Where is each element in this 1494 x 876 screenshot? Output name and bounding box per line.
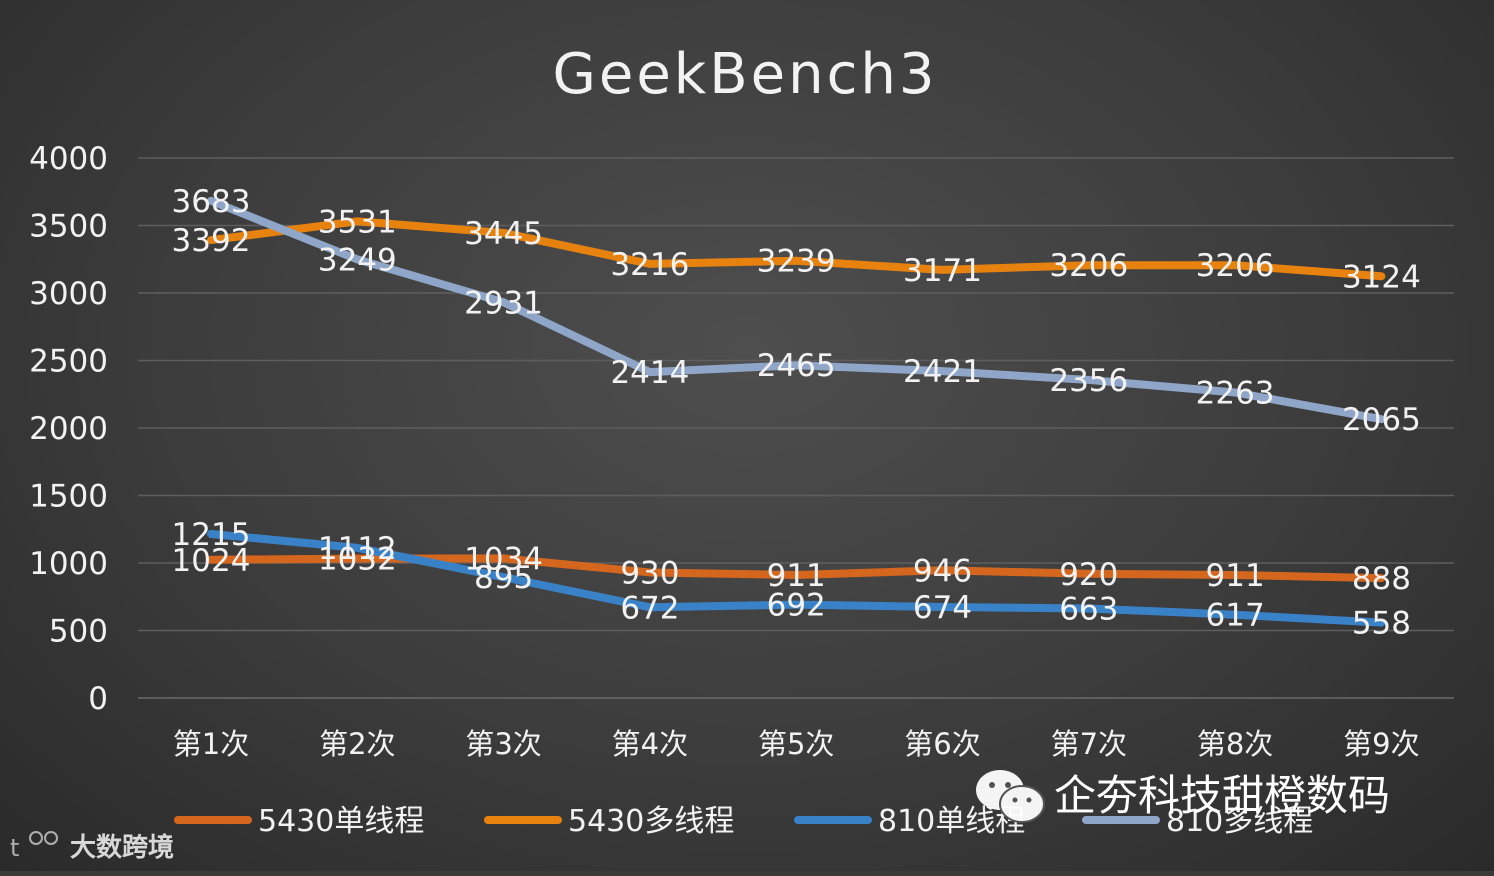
y-tick-label: 4000 [29, 141, 108, 177]
data-label: 3531 [318, 204, 397, 240]
x-category-label: 第3次 [465, 727, 541, 761]
data-label: 911 [1206, 558, 1265, 594]
x-category-label: 第8次 [1197, 727, 1273, 761]
x-category-label: 第7次 [1051, 727, 1127, 761]
data-labels: 1024 1032 1034 930 911 946 920 911 888 3392 3531 34… [172, 184, 1421, 642]
x-category-label: 第4次 [612, 727, 688, 761]
data-label: 888 [1352, 561, 1411, 597]
legend-item: 810多线程 [1082, 804, 1313, 839]
y-tick-label: 3000 [29, 276, 108, 312]
data-label: 2414 [610, 355, 689, 391]
legend-label: 5430单线程 [258, 804, 424, 839]
series-line [207, 217, 1386, 281]
series-line [207, 529, 1386, 627]
y-tick-label: 3500 [29, 209, 108, 245]
data-label: 920 [1059, 557, 1118, 593]
data-label: 1215 [172, 517, 251, 553]
data-label: 1112 [318, 531, 397, 567]
data-label: 617 [1206, 598, 1265, 634]
y-tick-label: 0 [88, 681, 108, 717]
watermark-text: 企夯科技甜橙数码 [1054, 771, 1390, 820]
data-label: 2263 [1196, 375, 1275, 411]
data-label: 3249 [318, 242, 397, 278]
x-category-label: 第6次 [904, 727, 980, 761]
data-label: 2931 [464, 285, 543, 321]
data-label: 3171 [903, 253, 982, 289]
data-label: 3683 [172, 184, 251, 220]
x-category-label: 第1次 [173, 727, 249, 761]
data-label: 3124 [1342, 259, 1421, 295]
data-label: 946 [913, 553, 972, 589]
data-label: 3445 [464, 216, 543, 252]
data-label: 2356 [1049, 363, 1128, 399]
data-label: 895 [474, 560, 533, 596]
data-label: 1034 [464, 541, 543, 577]
data-label: 3216 [610, 247, 689, 283]
series-line [207, 196, 1386, 424]
data-label: 930 [620, 555, 679, 591]
y-axis-ticks: 0 500 1000 1500 2000 2500 3000 3500 4000 [29, 141, 108, 717]
data-label: 663 [1059, 591, 1118, 627]
legend: 5430单线程 5430多线程 810单线程 810多线程 [174, 804, 1313, 839]
x-axis-categories: 第1次 第2次 第3次 第4次 第5次 第6次 第7次 第8次 第9次 [173, 727, 1420, 761]
data-label: 558 [1352, 606, 1411, 642]
y-tick-label: 2500 [29, 344, 108, 380]
watermark: 企夯科技甜橙数码 t 大数跨境 [10, 770, 1390, 863]
x-category-label: 第9次 [1343, 727, 1419, 761]
wechat-icon [976, 770, 1045, 823]
data-label: 2465 [757, 348, 836, 384]
y-tick-label: 1000 [29, 546, 108, 582]
data-label: 2421 [903, 354, 982, 390]
y-tick-label: 1500 [29, 479, 108, 515]
legend-label: 810多线程 [1166, 804, 1313, 839]
data-label: 3206 [1049, 248, 1128, 284]
y-tick-label: 2000 [29, 411, 108, 447]
x-category-label: 第5次 [758, 727, 834, 761]
data-label: 3239 [757, 244, 836, 280]
legend-item: 5430多线程 [484, 804, 734, 839]
data-label: 1024 [172, 543, 251, 579]
data-label: 911 [767, 558, 826, 594]
gridlines [138, 157, 1454, 699]
logo-text: 大数跨境 [70, 832, 174, 863]
chart-title: GeekBench3 [552, 42, 937, 107]
legend-label: 5430多线程 [568, 804, 734, 839]
svg-text:t: t [10, 834, 19, 862]
logo-icon: t [10, 831, 58, 862]
data-label: 672 [620, 590, 679, 626]
legend-item: 5430单线程 [174, 804, 424, 839]
y-tick-label: 500 [49, 614, 108, 650]
data-label: 2065 [1342, 402, 1421, 438]
data-label: 692 [767, 588, 826, 624]
data-label: 674 [913, 590, 972, 626]
data-label: 3206 [1196, 248, 1275, 284]
x-category-label: 第2次 [319, 727, 395, 761]
series-lines [207, 196, 1386, 627]
data-label: 3392 [172, 223, 251, 259]
legend-item: 810单线程 [794, 804, 1025, 839]
data-label: 1032 [318, 542, 397, 578]
